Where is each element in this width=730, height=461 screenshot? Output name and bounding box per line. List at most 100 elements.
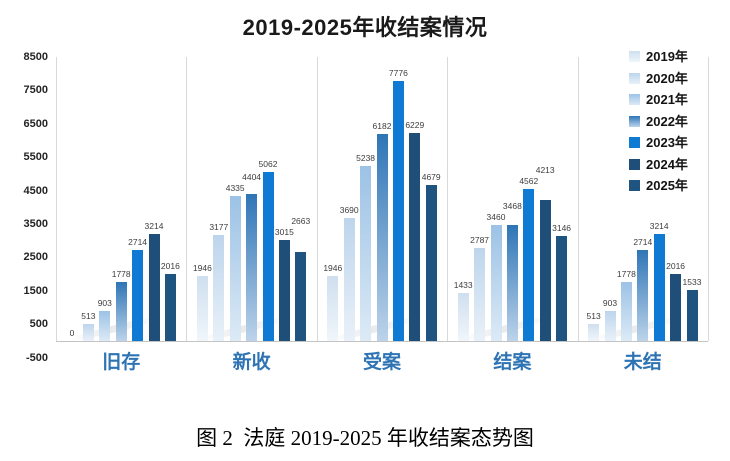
bar-value-label: 3146	[552, 222, 572, 233]
category-label: 新收	[232, 352, 271, 373]
bar	[196, 275, 208, 341]
bar-value-label: 903	[97, 297, 112, 308]
legend-item: 2024年	[629, 154, 688, 176]
bar	[653, 233, 665, 341]
category-label: 结案	[493, 352, 532, 373]
bar	[82, 323, 94, 341]
legend-item: 2022年	[629, 111, 688, 133]
bar-value-label: 513	[81, 310, 96, 321]
bar-value-label: 3690	[339, 204, 359, 215]
y-axis-tick-label: -500	[25, 351, 48, 364]
category-label: 未结	[623, 352, 662, 373]
bar-value-label: 1946	[323, 262, 343, 273]
legend-swatch-icon	[629, 94, 640, 106]
bar-value-label: 1778	[616, 268, 636, 279]
category-label: 旧存	[102, 352, 141, 373]
bar	[604, 310, 616, 341]
legend-label: 2024年	[646, 156, 688, 172]
bar-value-label: 2714	[633, 237, 653, 248]
bar	[262, 171, 274, 341]
legend: 2019年 2020年 2021年 2022年 2023年 2024年 2025年	[629, 46, 688, 197]
bar	[229, 196, 241, 341]
bar-value-label: 1533	[682, 276, 702, 287]
x-axis-line	[56, 341, 708, 342]
legend-item: 2025年	[629, 175, 688, 197]
category-separator-line	[447, 57, 449, 341]
bar	[474, 247, 486, 341]
bar-value-label: 6229	[405, 119, 425, 130]
bar-value-label: 3460	[486, 212, 506, 223]
bar-value-label: 3214	[144, 220, 164, 231]
y-axis-tick-label: 8500	[23, 51, 48, 63]
bar	[620, 281, 632, 341]
category-separator-line	[577, 57, 579, 341]
legend-label: 2020年	[646, 70, 688, 86]
bar	[637, 250, 649, 341]
bar	[343, 217, 355, 341]
bar-value-label: 2663	[291, 216, 311, 227]
bar	[376, 134, 388, 341]
bar-value-label: 4335	[225, 183, 245, 194]
bar	[506, 225, 518, 341]
bar	[132, 250, 144, 341]
bar	[523, 188, 535, 341]
legend-item: 2020年	[629, 68, 688, 90]
y-axis-tick-label: 3500	[23, 218, 48, 231]
chart-title: 2019-2025年收结案情况	[242, 15, 488, 40]
bar	[425, 184, 437, 341]
figure-caption: 图 2 法庭 2019-2025 年收结案态势图	[196, 426, 534, 450]
legend-label: 2025年	[646, 178, 688, 194]
bar-value-label: 1433	[453, 280, 473, 291]
bar-value-label: 3177	[209, 221, 229, 232]
legend-swatch-icon	[629, 158, 640, 170]
bar	[327, 275, 339, 341]
bar-value-label: 7776	[388, 68, 408, 79]
bar-value-label: 4404	[242, 172, 262, 183]
bar	[409, 132, 421, 341]
y-axis-tick-label: 1500	[23, 284, 48, 297]
y-axis-tick-label: 500	[29, 318, 48, 331]
bar-value-label: 513	[586, 310, 601, 321]
bar-value-label: 2016	[666, 260, 686, 271]
bar-value-label: 5062	[258, 158, 278, 169]
legend-label: 2022年	[646, 113, 688, 129]
bar-value-label: 6182	[372, 121, 392, 132]
bar	[670, 273, 682, 341]
bar-value-label: 5238	[356, 152, 376, 163]
bar	[115, 281, 127, 341]
bar-value-label: 4213	[535, 164, 555, 175]
bar-value-label: 3468	[502, 201, 522, 212]
bar	[164, 273, 176, 341]
bar-value-label: 3214	[649, 220, 669, 231]
y-axis-tick-label: 7500	[23, 84, 48, 97]
bar	[360, 165, 372, 341]
bar-value-label: 2016	[160, 260, 180, 271]
bar	[392, 81, 404, 341]
legend-item: 2023年	[629, 132, 688, 154]
legend-item: 2019年	[629, 46, 688, 68]
bar	[588, 323, 600, 341]
legend-label: 2023年	[646, 135, 688, 151]
bar	[278, 240, 290, 341]
legend-swatch-icon	[629, 51, 640, 63]
bar	[539, 200, 551, 341]
bar	[213, 234, 225, 341]
category-separator-line	[708, 57, 709, 341]
bar	[556, 235, 568, 341]
bar-value-label: 3015	[274, 227, 294, 238]
legend-swatch-icon	[629, 72, 640, 84]
legend-label: 2021年	[646, 92, 688, 108]
bar	[490, 225, 502, 341]
category-separator-line	[186, 57, 188, 341]
bar	[99, 310, 111, 341]
category-separator-line	[316, 57, 318, 341]
bar-value-label: 1778	[111, 268, 131, 279]
legend-label: 2019年	[646, 49, 688, 65]
category-separator-line	[56, 57, 57, 341]
legend-swatch-icon	[629, 180, 640, 192]
bar-value-label: 4562	[519, 175, 539, 186]
bar-value-label: 4679	[421, 171, 441, 182]
bar	[246, 193, 258, 341]
y-axis-tick-label: 4500	[23, 184, 48, 197]
bar	[295, 252, 307, 341]
